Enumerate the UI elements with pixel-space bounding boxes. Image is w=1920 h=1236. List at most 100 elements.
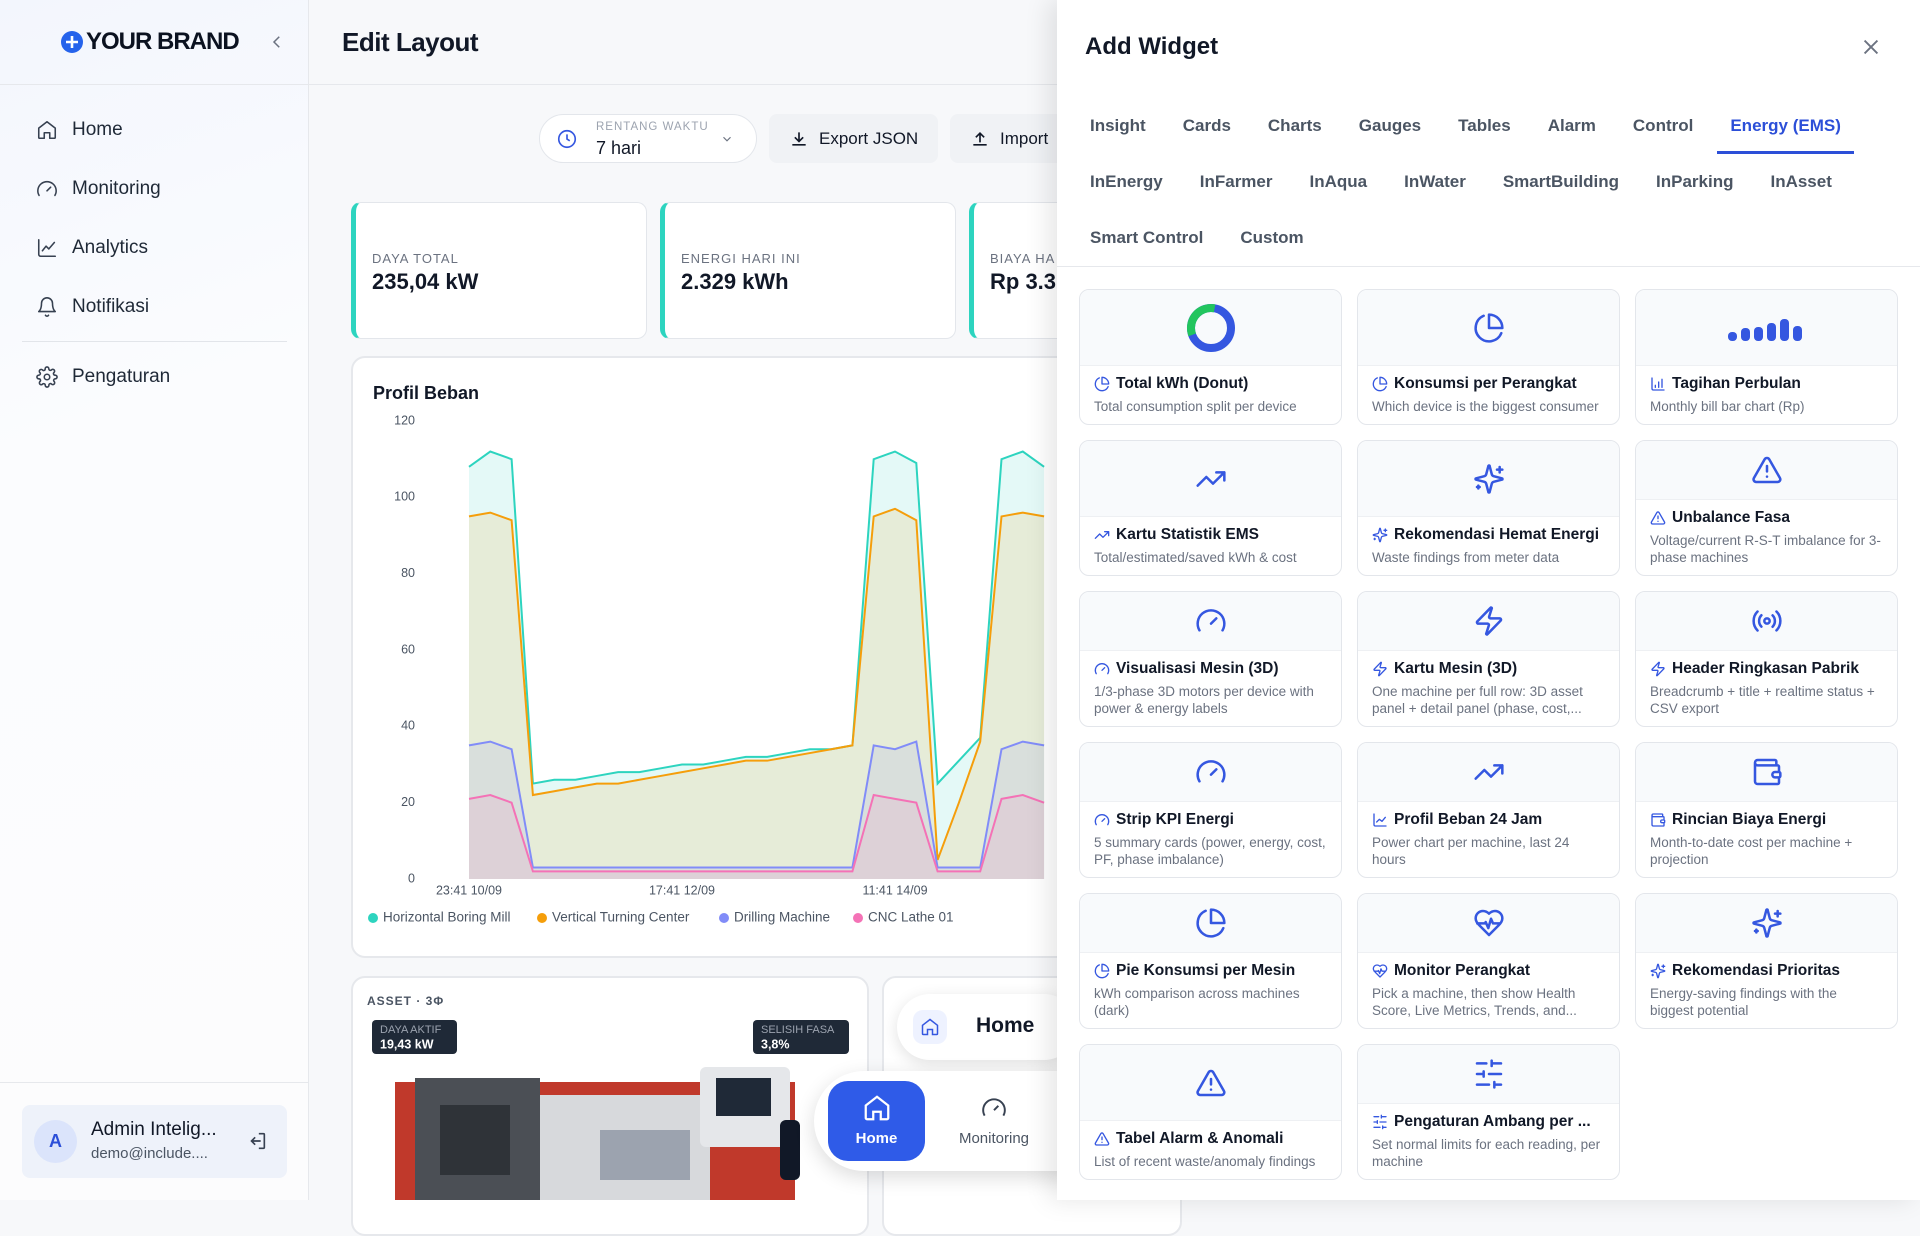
tab[interactable]: InAqua [1309, 172, 1368, 191]
collapse-button[interactable] [268, 33, 286, 51]
widget-card[interactable]: Profil Beban 24 Jam Power chart per machi… [1357, 742, 1620, 878]
icon [1372, 527, 1388, 543]
widget-card[interactable]: Konsumsi per Perangkat Which device is th… [1357, 289, 1620, 425]
bars-icon-bar [1727, 331, 1737, 341]
tab[interactable]: Alarm [1547, 116, 1596, 135]
icon [1195, 908, 1226, 938]
widget-preview [1358, 894, 1619, 953]
widget-card[interactable]: Pie Konsumsi per Mesin kWh comparison acr… [1079, 893, 1342, 1029]
icon-path [1650, 511, 1666, 525]
tab[interactable]: Charts [1267, 116, 1322, 135]
widget-card[interactable]: Rekomendasi Prioritas Energy-saving findi… [1635, 893, 1898, 1029]
divider [0, 84, 309, 85]
tab[interactable]: Tables [1458, 116, 1511, 135]
icon-path [1473, 764, 1504, 780]
widget-card[interactable]: Rekomendasi Hemat Energi Waste findings f… [1357, 440, 1620, 576]
icon [1473, 463, 1504, 494]
close-button[interactable] [1860, 36, 1882, 58]
add-widget-drawer: Add Widget Insight Cards Charts Gauges Table… [1057, 0, 1920, 1200]
tab[interactable]: InWater [1404, 172, 1466, 191]
kpi-label: ENERGI HARI INI [681, 251, 801, 266]
icon [1195, 760, 1226, 783]
chevron [723, 136, 731, 142]
legend-label: Drilling Machine [734, 910, 830, 925]
tab[interactable]: Gauges [1358, 116, 1422, 135]
widget-preview [1358, 290, 1619, 366]
widget-title: Total kWh (Donut) [1116, 375, 1249, 392]
widget-desc: Total/estimated/saved kWh & cost [1094, 550, 1297, 565]
nav-item[interactable]: Monitoring [36, 178, 161, 200]
widget-title: Tabel Alarm & Anomali [1116, 1130, 1284, 1147]
icon-path [1473, 909, 1504, 937]
bottom-nav-monitoring[interactable]: Monitoring [944, 1081, 1044, 1161]
widget-card[interactable]: Pengaturan Ambang per ... Set normal limi… [1357, 1044, 1620, 1180]
widget-desc: Set normal limits for each reading, per … [1372, 1137, 1601, 1169]
widget-title-row: Strip KPI Energi [1094, 811, 1327, 829]
icon-path [1094, 814, 1110, 826]
icon-path [1651, 377, 1665, 391]
bottom-nav-home-label: Home [855, 1130, 898, 1147]
widget-body: Pengaturan Ambang per ... Set normal limi… [1358, 1104, 1619, 1179]
clock-icon [557, 129, 577, 149]
widget-card[interactable]: Kartu Mesin (3D) One machine per full row… [1357, 591, 1620, 727]
widget-title-row: Unbalance Fasa [1650, 509, 1883, 527]
icon-path [1372, 964, 1388, 978]
tab[interactable]: InParking [1656, 172, 1734, 191]
widget-title-row: Pengaturan Ambang per ... [1372, 1113, 1605, 1131]
widget-card[interactable]: Tagihan Perbulan Monthly bill bar chart (… [1635, 289, 1898, 425]
icon-path [1195, 470, 1226, 487]
widget-body: Rincian Biaya Energi Month-to-date cost p… [1636, 802, 1897, 877]
tab[interactable]: InFarmer [1199, 172, 1273, 191]
tab[interactable]: Cards [1182, 116, 1231, 135]
widget-card[interactable]: Unbalance Fasa Voltage/current R-S-T imba… [1635, 440, 1898, 576]
icon [37, 120, 57, 140]
badge-value: 19,43 kW [380, 1037, 434, 1051]
tab[interactable]: SmartBuilding [1502, 172, 1619, 191]
widget-card[interactable]: Total kWh (Donut) Total consumption split… [1079, 289, 1342, 425]
tab[interactable]: InAsset [1770, 172, 1832, 191]
series-area [469, 741, 1045, 879]
export-button[interactable]: Export JSON [769, 114, 938, 163]
widget-title: Monitor Perangkat [1394, 962, 1531, 979]
widget-card[interactable]: Header Ringkasan Pabrik Breadcrumb + titl… [1635, 591, 1898, 727]
user-card[interactable]: A Admin Intelig... demo@include.... [22, 1105, 287, 1178]
tab[interactable]: Smart Control [1090, 228, 1204, 247]
nav-item[interactable]: Pengaturan [36, 366, 170, 388]
widget-card[interactable]: Tabel Alarm & Anomali List of recent wast… [1079, 1044, 1342, 1180]
widget-title: Rekomendasi Hemat Energi [1394, 526, 1600, 543]
kpi-card: DAYA TOTAL 235,04 kW [351, 202, 647, 339]
icon-path [1475, 606, 1502, 636]
bottom-nav-home[interactable]: Home [828, 1081, 925, 1161]
widget-body: Profil Beban 24 Jam Power chart per machi… [1358, 802, 1619, 877]
widget-title: Rekomendasi Prioritas [1672, 962, 1840, 979]
y-tick-label: 100 [394, 490, 415, 504]
widget-preview [1080, 1045, 1341, 1121]
nav-item[interactable]: Analytics [36, 237, 148, 259]
widget-card[interactable]: Rincian Biaya Energi Month-to-date cost p… [1635, 742, 1898, 878]
nav-item[interactable]: Notifikasi [36, 296, 149, 318]
widget-title-row: Tabel Alarm & Anomali [1094, 1130, 1327, 1148]
widget-card[interactable]: Strip KPI Energi 5 summary cards (power, … [1079, 742, 1342, 878]
widget-card[interactable]: Monitor Perangkat Pick a machine, then sh… [1357, 893, 1620, 1029]
widget-body: Total kWh (Donut) Total consumption split… [1080, 366, 1341, 424]
tab[interactable]: Energy (EMS) [1717, 98, 1854, 154]
widget-desc: Voltage/current R-S-T imbalance for 3-ph… [1650, 533, 1881, 565]
floating-chip[interactable]: Home [897, 994, 1077, 1060]
time-range[interactable]: RENTANG WAKTU 7 hari [539, 114, 757, 163]
icon-path [37, 180, 57, 197]
nav-item[interactable]: Home [36, 119, 123, 141]
icon-path [1473, 312, 1504, 343]
icon-path [1094, 663, 1110, 675]
tab[interactable]: Custom [1240, 228, 1304, 247]
divider [0, 1082, 309, 1083]
icon [1651, 813, 1666, 827]
tab[interactable]: InEnergy [1090, 172, 1163, 191]
tab[interactable]: Insight [1090, 116, 1146, 135]
canvas: 0 20 40 60 80 100 120 23:41 10/09 17:41 12/09 11:… [368, 413, 1045, 1200]
widget-card[interactable]: Visualisasi Mesin (3D) 1/3-phase 3D motor… [1079, 591, 1342, 727]
legend-label: Horizontal Boring Mill [383, 910, 511, 925]
tab[interactable]: Control [1632, 116, 1694, 135]
icon-path [1475, 1059, 1502, 1089]
widget-card[interactable]: Kartu Statistik EMS Total/estimated/saved… [1079, 440, 1342, 576]
logout-icon[interactable] [246, 1130, 268, 1152]
